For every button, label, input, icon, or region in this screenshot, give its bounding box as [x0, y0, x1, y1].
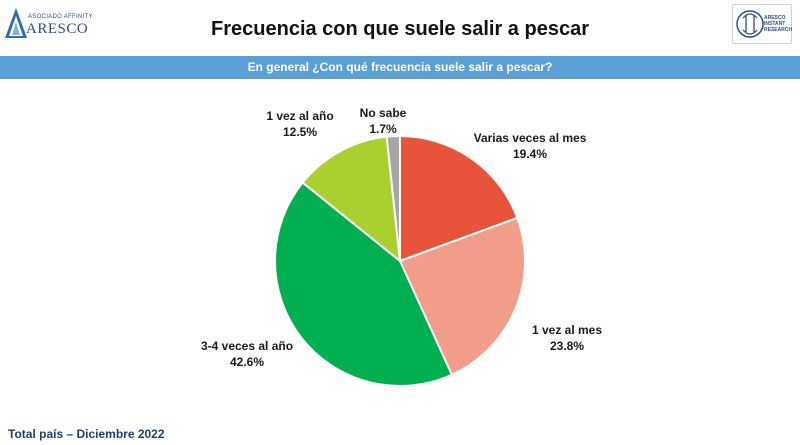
logo-emblem-icon — [736, 10, 764, 38]
slice-value-label: 1.7% — [369, 122, 397, 136]
logo-tagline: ASOCIADO AFFINITY — [28, 14, 93, 20]
pie-slice — [274, 181, 454, 387]
pie-slice — [385, 134, 401, 262]
question-banner: En general ¿Con qué frecuencia suele sal… — [0, 56, 800, 79]
slice-label: Varias veces al mes — [474, 131, 587, 145]
aresco-instant-research-logo: ARESCO INSTANT RESEARCH — [732, 4, 792, 44]
slice-label: No sabe — [360, 106, 407, 120]
pie-slice — [398, 216, 526, 377]
slice-value-label: 42.6% — [230, 355, 264, 369]
slice-label: 1 vez al año — [266, 109, 333, 123]
logo-right-text: ARESCO INSTANT RESEARCH — [764, 15, 793, 33]
footer-note: Total país – Diciembre 2022 — [8, 427, 165, 441]
slice-label: 1 vez al mes — [532, 323, 602, 337]
slice-label: 3-4 veces al año — [201, 339, 293, 353]
page-title: Frecuencia con que suele salir a pescar — [211, 18, 589, 40]
pie-slice — [301, 135, 402, 264]
aresco-logo: ASOCIADO AFFINITY ARESCO — [4, 6, 94, 46]
question-text: En general ¿Con qué frecuencia suele sal… — [247, 60, 553, 74]
slice-value-label: 23.8% — [550, 339, 584, 353]
slice-value-label: 12.5% — [283, 125, 317, 139]
logo-triangle-icon — [5, 8, 27, 38]
slice-value-label: 19.4% — [513, 147, 547, 161]
pie-slice — [399, 134, 519, 263]
logo-brand-name: ARESCO — [26, 21, 89, 37]
